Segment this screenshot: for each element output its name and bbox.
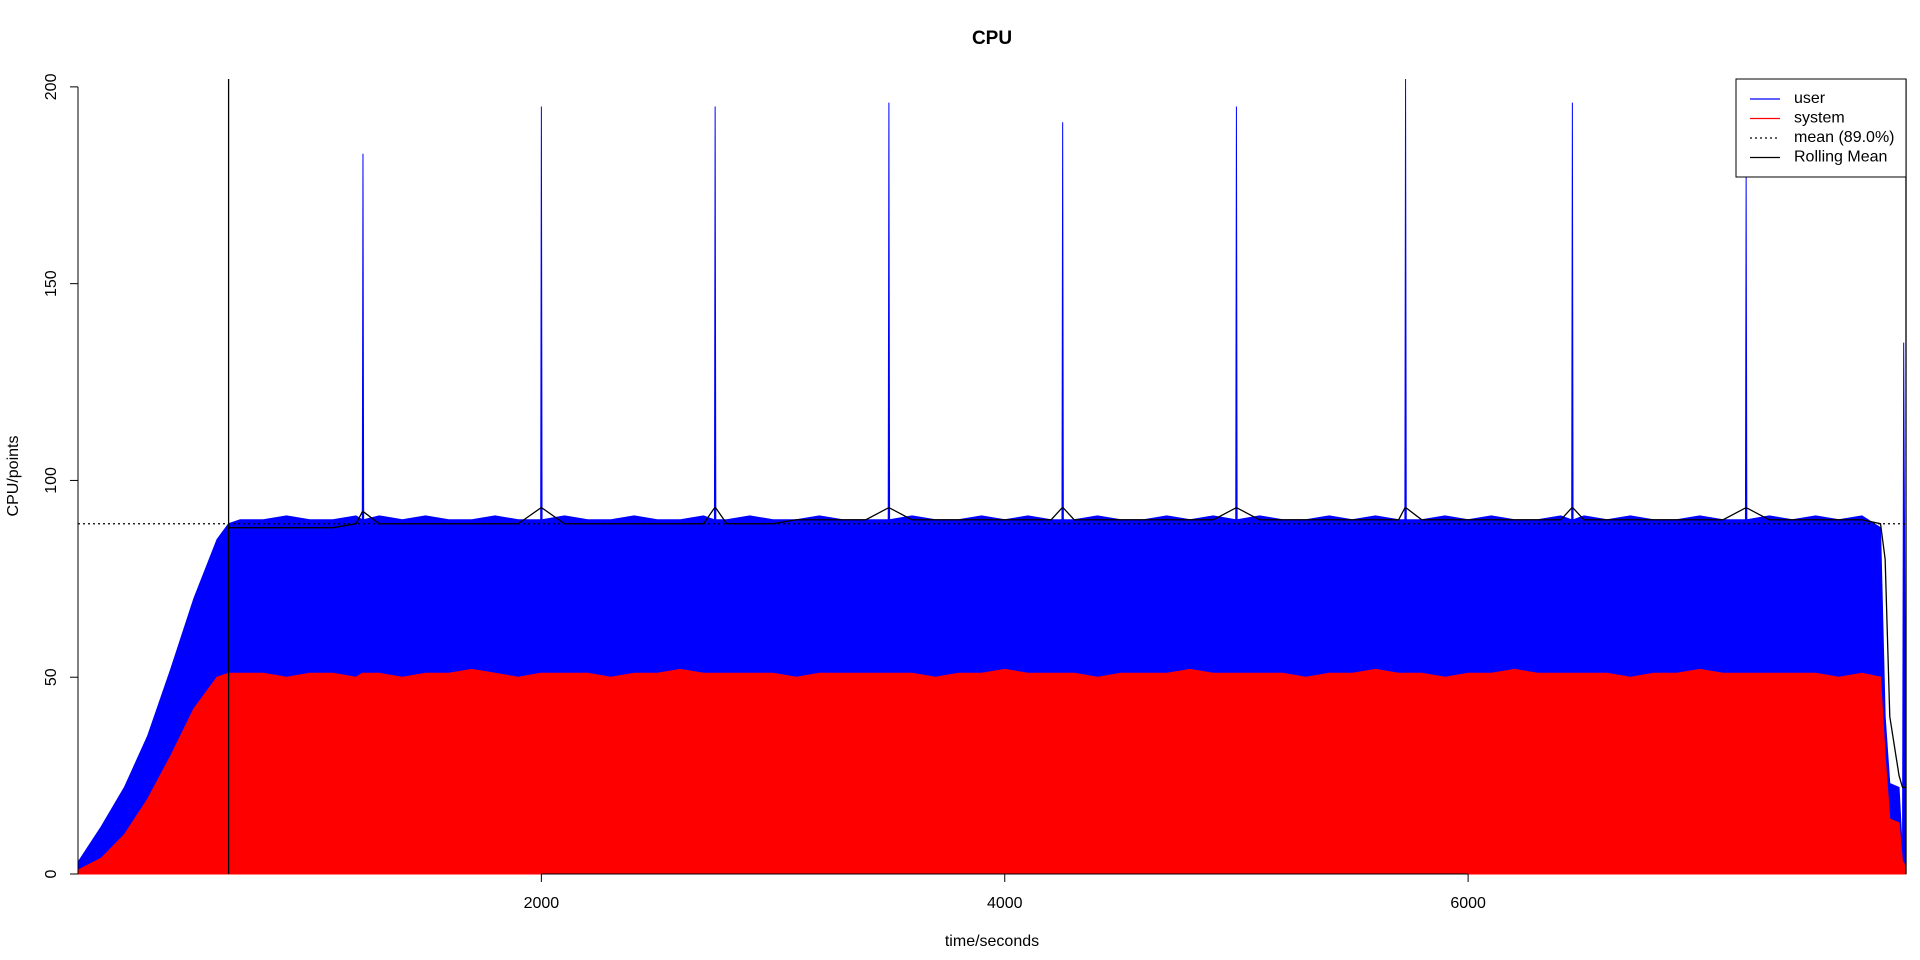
legend-box xyxy=(1735,78,1907,178)
chart-title: CPU xyxy=(972,28,1012,49)
y-axis-label: CPU/points xyxy=(5,436,22,517)
x-axis-label: time/seconds xyxy=(945,933,1039,950)
legend-label: system xyxy=(1794,110,1845,127)
x-tick-label: 2000 xyxy=(524,895,560,912)
legend-label: Rolling Mean xyxy=(1794,149,1887,166)
legend-label: user xyxy=(1794,90,1826,107)
series-area xyxy=(77,668,1907,875)
y-tick-label: 100 xyxy=(43,467,60,494)
y-tick-label: 200 xyxy=(43,73,60,100)
legend-label: mean (89.0%) xyxy=(1794,129,1895,146)
rolling-mean-line xyxy=(228,507,1906,789)
y-tick-label: 50 xyxy=(43,668,60,686)
y-tick-label: 0 xyxy=(43,869,60,878)
x-tick-label: 6000 xyxy=(1450,895,1486,912)
x-tick-label: 4000 xyxy=(987,895,1023,912)
y-tick-label: 150 xyxy=(43,270,60,297)
